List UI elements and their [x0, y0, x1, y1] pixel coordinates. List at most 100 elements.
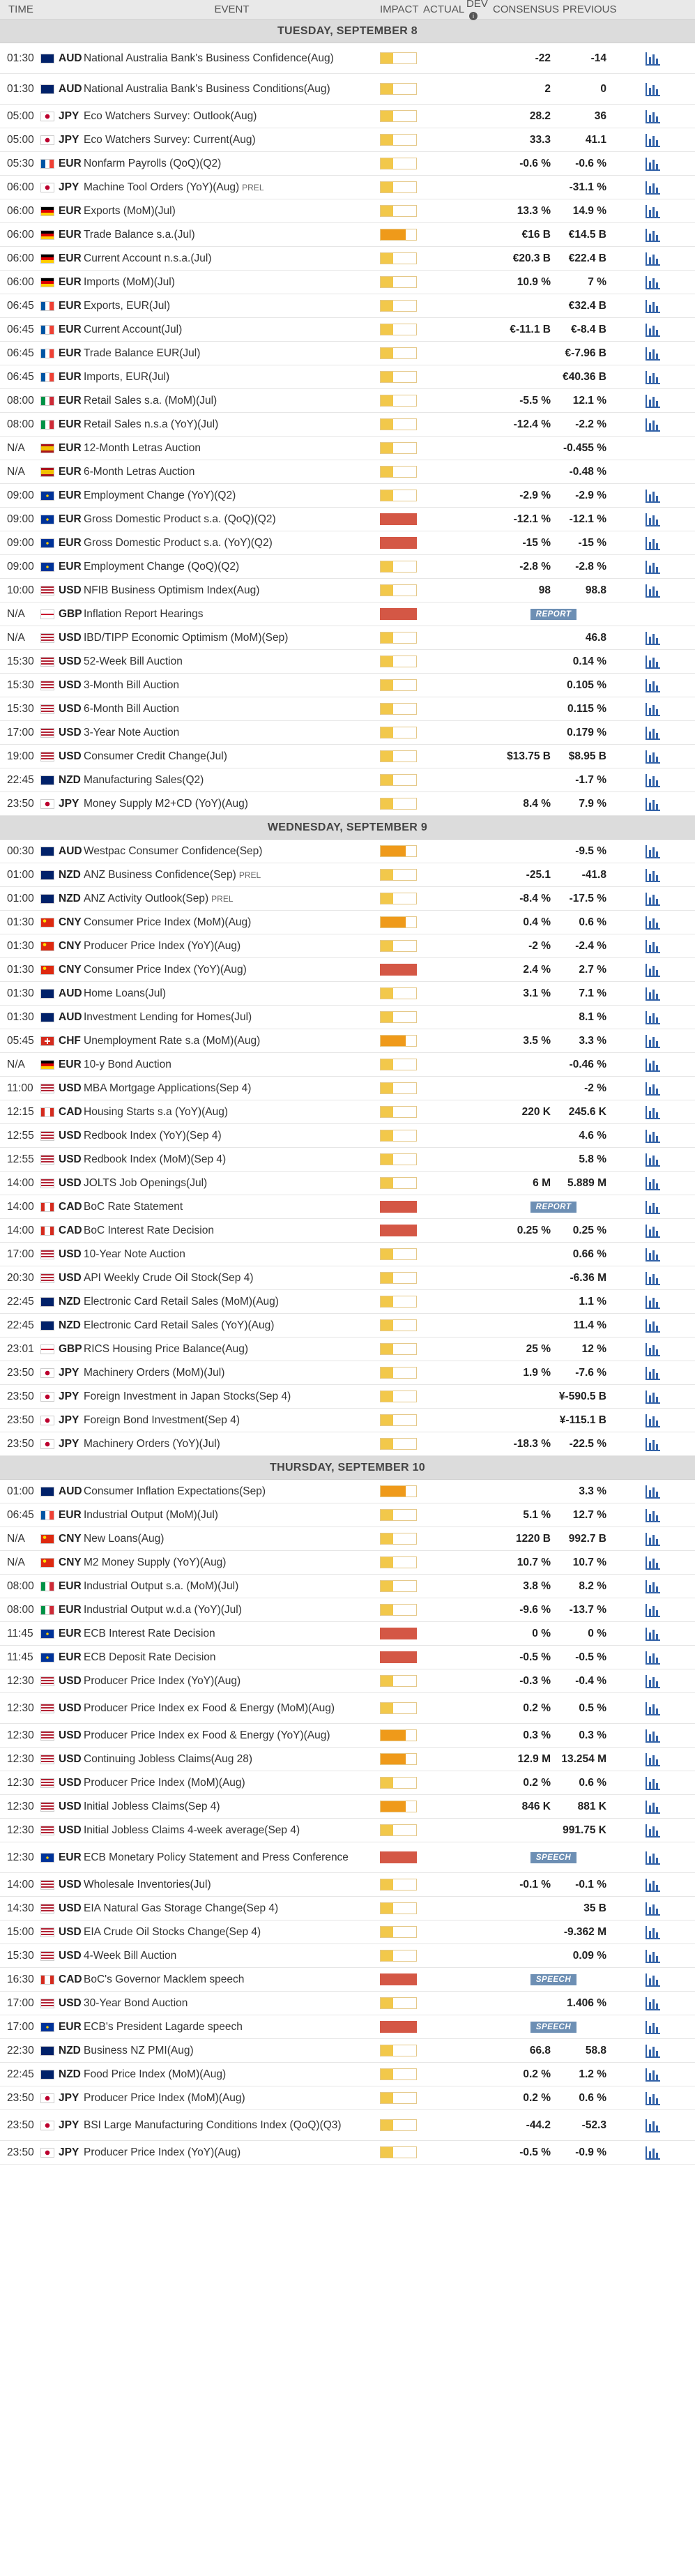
event-name[interactable]: Employment Change (QoQ)(Q2)	[84, 560, 380, 573]
event-row[interactable]: N/A EUR 10-y Bond Auction -0.46 %	[0, 1053, 695, 1077]
event-name[interactable]: Exports, EUR(Jul)	[84, 299, 380, 312]
event-name[interactable]: Gross Domestic Product s.a. (QoQ)(Q2)	[84, 513, 380, 526]
chart-icon[interactable]	[643, 867, 662, 883]
event-name[interactable]: Retail Sales s.a. (MoM)(Jul)	[84, 394, 380, 407]
event-title[interactable]: Machine Tool Orders (YoY)(Aug)	[84, 181, 240, 193]
event-row[interactable]: 22:45 NZD Electronic Card Retail Sales (Yo…	[0, 1314, 695, 1338]
event-name[interactable]: Trade Balance EUR(Jul)	[84, 347, 380, 360]
event-row[interactable]: 23:50 JPY Machinery Orders (MoM)(Jul) 1.9 %…	[0, 1361, 695, 1385]
event-name[interactable]: Manufacturing Sales(Q2)	[84, 773, 380, 787]
event-row[interactable]: 14:00 USD JOLTS Job Openings(Jul) 6 M 5.889 …	[0, 1172, 695, 1195]
event-title[interactable]: Producer Price Index (MoM)(Aug)	[84, 2092, 245, 2104]
chart-icon[interactable]	[643, 1850, 662, 1865]
event-row[interactable]: 08:00 EUR Industrial Output s.a. (MoM)(Jul…	[0, 1575, 695, 1598]
event-name[interactable]: ECB Interest Rate Decision	[84, 1627, 380, 1640]
event-title[interactable]: Manufacturing Sales(Q2)	[84, 774, 204, 786]
chart-icon[interactable]	[643, 370, 662, 385]
event-title[interactable]: Current Account n.s.a.(Jul)	[84, 252, 212, 264]
event-name[interactable]: Consumer Price Index (YoY)(Aug)	[84, 963, 380, 976]
event-name[interactable]: BoC's Governor Macklem speech	[84, 1973, 380, 1986]
event-title[interactable]: ANZ Business Confidence(Sep)	[84, 868, 236, 881]
event-title[interactable]: Retail Sales s.a. (MoM)(Jul)	[84, 395, 217, 407]
event-row[interactable]: 23:50 JPY Producer Price Index (YoY)(Aug) -…	[0, 2141, 695, 2165]
event-row[interactable]: 05:00 JPY Eco Watchers Survey: Outlook(Aug…	[0, 105, 695, 128]
chart-icon[interactable]	[643, 1925, 662, 1940]
event-title[interactable]: Housing Starts s.a (YoY)(Aug)	[84, 1106, 229, 1118]
event-name[interactable]: ECB's President Lagarde speech	[84, 2020, 380, 2033]
chart-icon[interactable]	[643, 1877, 662, 1893]
chart-icon[interactable]	[643, 417, 662, 432]
event-name[interactable]: Wholesale Inventories(Jul)	[84, 1878, 380, 1891]
event-row[interactable]: 09:00 EUR Gross Domestic Product s.a. (YoY…	[0, 531, 695, 555]
chart-icon[interactable]	[643, 156, 662, 172]
event-row[interactable]: 15:30 USD 52-Week Bill Auction 0.14 %	[0, 650, 695, 674]
chart-icon[interactable]	[643, 962, 662, 978]
chart-icon[interactable]	[643, 1057, 662, 1073]
event-title[interactable]: Consumer Credit Change(Jul)	[84, 750, 227, 762]
chart-icon[interactable]	[643, 1128, 662, 1144]
event-row[interactable]: 12:15 CAD Housing Starts s.a (YoY)(Aug) 220…	[0, 1100, 695, 1124]
event-title[interactable]: JOLTS Job Openings(Jul)	[84, 1177, 208, 1189]
event-title[interactable]: Trade Balance EUR(Jul)	[84, 347, 201, 359]
event-title[interactable]: Producer Price Index ex Food & Energy (M…	[84, 1702, 335, 1714]
event-name[interactable]: Producer Price Index (MoM)(Aug)	[84, 1776, 380, 1789]
event-row[interactable]: 06:00 EUR Imports (MoM)(Jul) 10.9 % 7 %	[0, 271, 695, 294]
chart-icon[interactable]	[643, 2043, 662, 2059]
event-row[interactable]: 15:30 USD 6-Month Bill Auction 0.115 %	[0, 697, 695, 721]
chart-icon[interactable]	[643, 1105, 662, 1120]
event-row[interactable]: 11:45 EUR ECB Deposit Rate Decision -0.5 % -…	[0, 1646, 695, 1669]
event-title[interactable]: Exports (MoM)(Jul)	[84, 205, 176, 217]
chart-icon[interactable]	[643, 2067, 662, 2082]
chart-icon[interactable]	[643, 346, 662, 361]
event-name[interactable]: 30-Year Bond Auction	[84, 1997, 380, 2010]
event-row[interactable]: 20:30 USD API Weekly Crude Oil Stock(Sep 4…	[0, 1266, 695, 1290]
event-row[interactable]: 01:30 AUD National Australia Bank's Busine…	[0, 74, 695, 105]
chart-icon[interactable]	[643, 1199, 662, 1215]
chart-icon[interactable]	[643, 891, 662, 907]
event-name[interactable]: Continuing Jobless Claims(Aug 28)	[84, 1752, 380, 1766]
event-name[interactable]: ECB Monetary Policy Statement and Press …	[84, 1851, 380, 1864]
event-title[interactable]: BSI Large Manufacturing Conditions Index…	[84, 2119, 342, 2131]
event-title[interactable]: Trade Balance s.a.(Jul)	[84, 229, 195, 241]
event-title[interactable]: Nonfarm Payrolls (QoQ)(Q2)	[84, 158, 222, 169]
event-badge[interactable]: REPORT	[530, 1201, 577, 1213]
event-name[interactable]: 12-Month Letras Auction	[84, 441, 380, 455]
event-title[interactable]: Industrial Output s.a. (MoM)(Jul)	[84, 1580, 239, 1592]
chart-icon[interactable]	[643, 512, 662, 527]
event-name[interactable]: ECB Deposit Rate Decision	[84, 1651, 380, 1664]
chart-icon[interactable]	[643, 1901, 662, 1916]
event-name[interactable]: 4-Week Bill Auction	[84, 1949, 380, 1962]
event-title[interactable]: Electronic Card Retail Sales (MoM)(Aug)	[84, 1296, 279, 1308]
event-title[interactable]: 3-Month Bill Auction	[84, 679, 179, 691]
event-title[interactable]: 12-Month Letras Auction	[84, 442, 201, 454]
event-title[interactable]: National Australia Bank's Business Confi…	[84, 52, 334, 64]
chart-icon[interactable]	[643, 488, 662, 503]
event-row[interactable]: N/A USD IBD/TIPP Economic Optimism (MoM)(S…	[0, 626, 695, 650]
event-title[interactable]: Producer Price Index (MoM)(Aug)	[84, 1777, 245, 1789]
event-row[interactable]: 01:30 CNY Consumer Price Index (YoY)(Aug) 2…	[0, 958, 695, 982]
event-row[interactable]: 00:30 AUD Westpac Consumer Confidence(Sep)…	[0, 840, 695, 863]
event-name[interactable]: 3-Year Note Auction	[84, 726, 380, 739]
event-title[interactable]: IBD/TIPP Economic Optimism (MoM)(Sep)	[84, 632, 289, 644]
event-name[interactable]: 6-Month Letras Auction	[84, 465, 380, 478]
event-title[interactable]: Business NZ PMI(Aug)	[84, 2045, 194, 2056]
event-row[interactable]: 22:45 NZD Electronic Card Retail Sales (Mo…	[0, 1290, 695, 1314]
chart-icon[interactable]	[643, 702, 662, 717]
event-title[interactable]: Eco Watchers Survey: Current(Aug)	[84, 134, 256, 146]
event-row[interactable]: 06:45 EUR Trade Balance EUR(Jul) €-7.96 B	[0, 342, 695, 365]
event-row[interactable]: 15:00 USD EIA Crude Oil Stocks Change(Sep …	[0, 1920, 695, 1944]
event-row[interactable]: 22:45 NZD Manufacturing Sales(Q2) -1.7 %	[0, 768, 695, 792]
chart-icon[interactable]	[643, 749, 662, 764]
chart-icon[interactable]	[643, 132, 662, 148]
event-name[interactable]: Industrial Output (MoM)(Jul)	[84, 1508, 380, 1522]
event-row[interactable]: 06:00 JPY Machine Tool Orders (YoY)(Aug) PR…	[0, 176, 695, 199]
chart-icon[interactable]	[643, 1152, 662, 1167]
event-name[interactable]: 3-Month Bill Auction	[84, 679, 380, 692]
event-title[interactable]: Initial Jobless Claims 4-week average(Se…	[84, 1824, 300, 1836]
event-row[interactable]: 12:30 USD Producer Price Index ex Food & E…	[0, 1693, 695, 1724]
chart-icon[interactable]	[643, 1508, 662, 1523]
event-name[interactable]: JOLTS Job Openings(Jul)	[84, 1176, 380, 1190]
event-title[interactable]: BoC Interest Rate Decision	[84, 1225, 214, 1236]
event-row[interactable]: N/A EUR 12-Month Letras Auction -0.455 %	[0, 437, 695, 460]
event-row[interactable]: 14:00 CAD BoC Rate Statement REPORT	[0, 1195, 695, 1219]
